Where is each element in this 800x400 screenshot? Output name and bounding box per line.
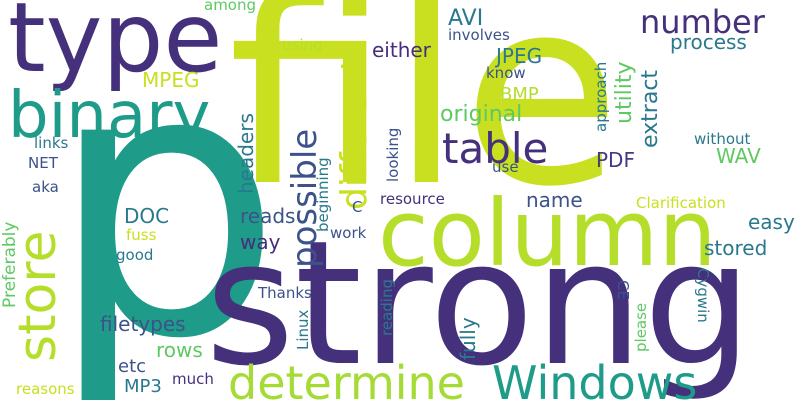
word-preferably: Preferably <box>0 221 20 308</box>
word-reads: reads <box>240 204 296 228</box>
word-c: C <box>352 198 363 216</box>
word-links: links <box>34 134 69 152</box>
word-strong: strong <box>205 203 753 400</box>
word-cygwin: Cygwin <box>694 268 712 323</box>
word-table: table <box>442 124 549 173</box>
word-binary: binary <box>8 79 211 153</box>
word-number: number <box>640 3 765 41</box>
word-jpeg: JPEG <box>496 44 543 68</box>
word-mpeg: MPEG <box>142 68 200 92</box>
word-stored: stored <box>704 236 768 260</box>
word-resource: resource <box>380 190 445 208</box>
word-good: good <box>116 246 154 264</box>
word-pdf: PDF <box>596 148 635 172</box>
word-bmp: BMP <box>500 84 539 105</box>
word-fuss: fuss <box>126 226 157 244</box>
word-headers: headers <box>234 113 258 194</box>
word-involves: involves <box>448 26 510 44</box>
word-using: using <box>282 36 323 54</box>
word-doc: DOC <box>124 204 170 228</box>
word-original: original <box>440 102 523 127</box>
word-aka: aka <box>32 178 59 196</box>
word-utility: utility <box>612 61 637 124</box>
word-column: column <box>378 180 717 287</box>
word-process: process <box>670 30 747 54</box>
word-different: different <box>334 57 375 210</box>
word-linux: Linux <box>294 309 312 350</box>
word-ce: CE <box>614 280 632 300</box>
word-beginning: beginning <box>314 157 332 232</box>
word-work: work <box>330 224 367 242</box>
word-windows: Windows <box>492 356 698 400</box>
word-without: without <box>694 130 751 148</box>
word-etc: etc <box>118 356 147 377</box>
word-name: name <box>526 188 583 212</box>
word-way: way <box>240 230 281 254</box>
word-use: use <box>492 158 519 176</box>
word-please: please <box>632 302 650 352</box>
word-either: either <box>372 38 431 62</box>
word-approach: approach <box>592 61 610 132</box>
word-avi: AVI <box>448 6 484 31</box>
word-clarification: Clarification <box>636 194 726 212</box>
word-among: among <box>204 0 257 14</box>
word-reasons: reasons <box>16 380 75 398</box>
word-thanks: Thanks <box>258 284 312 302</box>
word-determine: determine <box>228 356 465 400</box>
word-easy: easy <box>748 210 795 234</box>
word-mp3: MP3 <box>124 376 162 397</box>
word-looking: looking <box>384 127 402 182</box>
word-extract: extract <box>638 69 663 148</box>
word-rows: rows <box>156 338 203 362</box>
word-type: type <box>8 0 223 94</box>
word-filetypes: filetypes <box>100 312 186 336</box>
word-know: know <box>486 64 526 82</box>
word-file: file <box>228 0 621 243</box>
word-p: p <box>48 0 283 400</box>
word-fully: fully <box>456 317 480 360</box>
word-net: NET <box>28 154 58 172</box>
word-much: much <box>172 370 214 388</box>
word-wav: WAV <box>716 144 761 168</box>
word-reading: reading <box>378 279 396 336</box>
